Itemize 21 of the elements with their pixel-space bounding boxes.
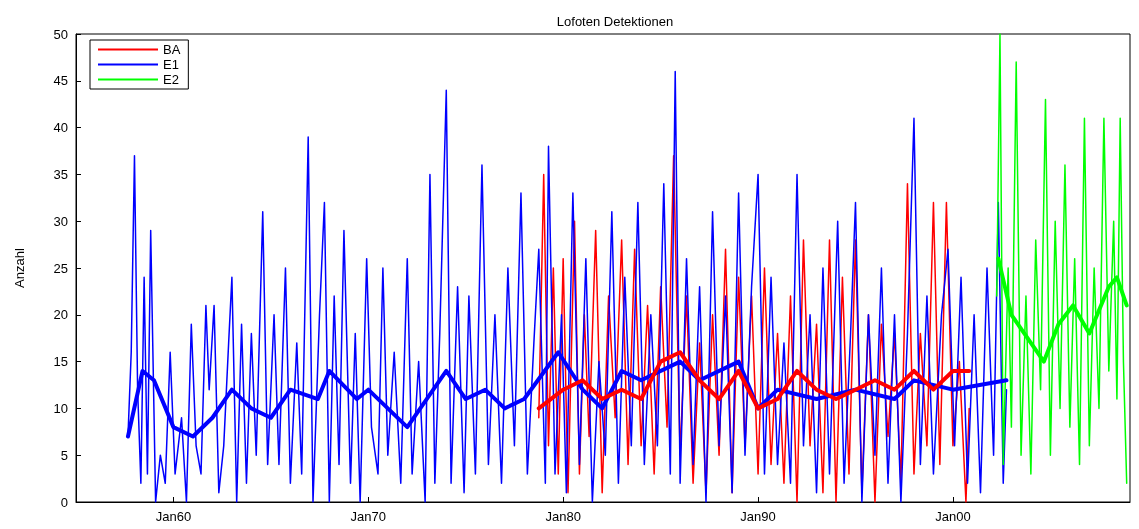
x-tick-label: Jan90 xyxy=(740,509,776,524)
x-tick-label: Jan00 xyxy=(935,509,971,524)
y-tick-label: 10 xyxy=(53,400,68,416)
y-tick-label: 45 xyxy=(53,73,68,89)
x-tick-label: Jan80 xyxy=(545,509,581,524)
y-tick-label: 5 xyxy=(60,447,68,463)
legend-label: E1 xyxy=(163,57,179,72)
y-tick-label: 50 xyxy=(53,26,68,42)
legend-label: E2 xyxy=(163,72,179,87)
y-tick-label: 30 xyxy=(53,213,68,229)
y-tick-label: 25 xyxy=(53,260,68,276)
y-tick-label: 15 xyxy=(53,354,68,370)
y-tick-label: 20 xyxy=(53,307,68,323)
y-tick-label: 40 xyxy=(53,120,68,136)
y-axis-title: Anzahl xyxy=(12,248,27,288)
chart-title: Lofoten Detektionen xyxy=(556,14,674,29)
x-tick-label: Jan70 xyxy=(350,509,387,524)
y-tick-label: 35 xyxy=(53,166,68,182)
x-tick-label: Jan60 xyxy=(155,509,192,524)
y-tick-label: 0 xyxy=(60,494,68,510)
legend-label: BA xyxy=(163,42,181,57)
